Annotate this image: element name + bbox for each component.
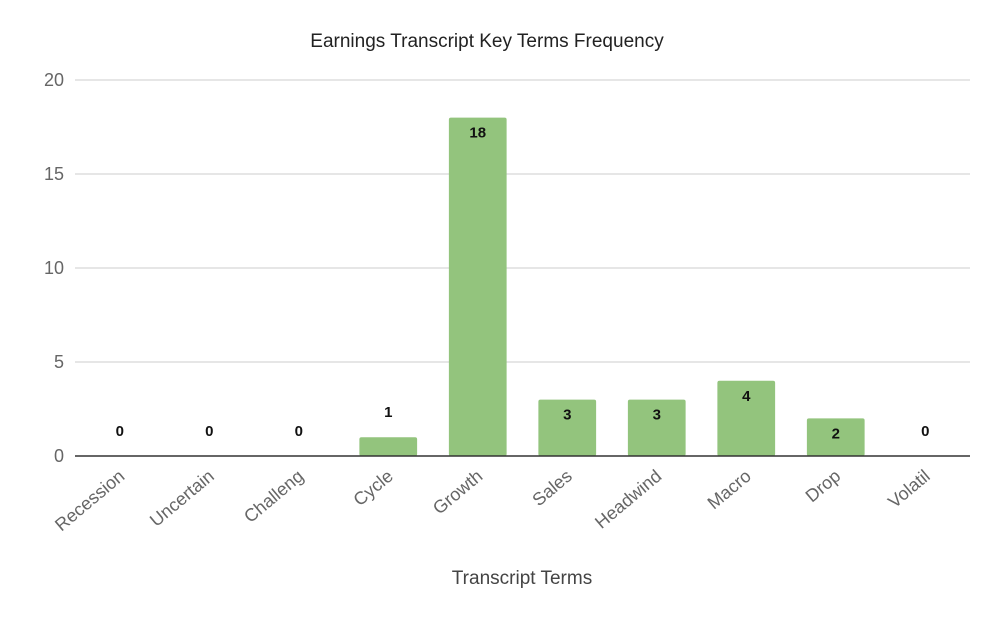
- x-tick-label-volatil: Volatil: [884, 466, 934, 512]
- x-tick-label-drop: Drop: [802, 466, 845, 506]
- x-axis-title: Transcript Terms: [452, 568, 592, 589]
- data-labels: 0 0 0 1 18 3 3 4 2 0: [116, 125, 930, 443]
- bar-drop: [806, 418, 865, 456]
- data-label-drop: 2: [832, 425, 840, 442]
- x-tick-label-sales: Sales: [528, 466, 575, 510]
- y-tick-label: 5: [54, 352, 64, 372]
- x-tick-label-macro: Macro: [704, 466, 755, 513]
- data-label-challeng: 0: [295, 423, 303, 440]
- y-tick-label: 0: [54, 446, 64, 466]
- x-tick-label-growth: Growth: [429, 466, 486, 519]
- x-tick-label-recession: Recession: [51, 466, 128, 535]
- data-label-recession: 0: [116, 423, 124, 440]
- x-tick-label-uncertain: Uncertain: [146, 466, 218, 531]
- bar-sales: [538, 399, 597, 456]
- data-label-macro: 4: [742, 388, 751, 405]
- bar-headwind: [627, 399, 686, 456]
- data-label-headwind: 3: [653, 407, 661, 424]
- data-label-uncertain: 0: [205, 423, 213, 440]
- x-tick-label-challeng: Challeng: [240, 466, 307, 527]
- y-tick-label: 15: [44, 164, 64, 184]
- data-label-growth: 18: [469, 125, 486, 142]
- x-axis-ticks: Recession Uncertain Challeng Cycle Growth Sal…: [51, 466, 934, 535]
- bars: [359, 117, 865, 456]
- y-tick-label: 20: [44, 70, 64, 90]
- data-label-sales: 3: [563, 407, 571, 424]
- gridlines: [75, 79, 970, 363]
- x-tick-label-headwind: Headwind: [591, 466, 665, 533]
- bar-cycle: [359, 437, 418, 456]
- x-tick-label-cycle: Cycle: [349, 466, 396, 510]
- bar-macro: [717, 380, 776, 456]
- y-axis-ticks: 0 5 10 15 20: [44, 70, 64, 466]
- y-tick-label: 10: [44, 258, 64, 278]
- data-label-volatil: 0: [921, 423, 929, 440]
- data-label-cycle: 1: [384, 404, 392, 421]
- chart-title: Earnings Transcript Key Terms Frequency: [310, 31, 664, 52]
- bar-growth: [448, 117, 507, 456]
